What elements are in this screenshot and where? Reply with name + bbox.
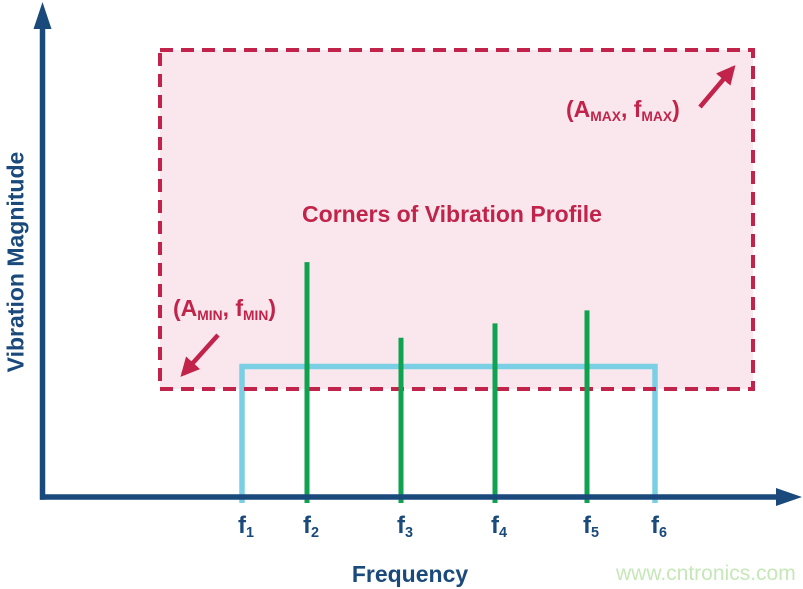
- tick-subscript-text: 6: [658, 525, 668, 542]
- min-corner-annotation: (AMIN, fMIN): [173, 297, 276, 323]
- tick-base-text: f: [237, 512, 246, 539]
- x-tick-label: f2: [302, 512, 320, 542]
- tick-subscript-text: 3: [404, 525, 414, 542]
- vibration-spikes-layer: [304, 262, 590, 503]
- annotation-text-part: , f: [222, 295, 244, 321]
- max-corner-annotation: (AMAX, fMAX): [566, 98, 680, 124]
- tick-base-text: f: [490, 512, 499, 539]
- tick-base-text: f: [650, 512, 659, 539]
- x-tick-label: f1: [237, 512, 255, 542]
- region-title: Corners of Vibration Profile: [302, 201, 602, 227]
- annotation-subscript: MAX: [590, 108, 621, 124]
- x-tick-label: f4: [490, 512, 508, 542]
- tick-subscript-text: 4: [498, 525, 508, 542]
- watermark: www.cntronics.com: [616, 562, 796, 585]
- tick-base-text: f: [396, 512, 405, 539]
- tick-subscript-text: 2: [310, 525, 320, 542]
- tick-base-text: f: [302, 512, 311, 539]
- x-tick-label: f5: [582, 512, 600, 542]
- min-corner-arrow: [180, 333, 220, 377]
- x-tick-label: f3: [396, 512, 414, 542]
- annotation-text-part: (A: [173, 295, 198, 321]
- x-axis-arrowhead: [776, 488, 802, 506]
- annotation-text-part: ): [672, 96, 680, 122]
- annotation-text-part: (A: [566, 96, 591, 122]
- vibration-floor-outline: [239, 363, 658, 503]
- annotation-text-part: ): [268, 295, 276, 321]
- tick-subscript-text: 5: [590, 525, 600, 542]
- vibration-region-dashed-border: [158, 48, 755, 391]
- annotation-subscript: MIN: [243, 307, 269, 323]
- y-axis-label: Vibration Magnitude: [2, 151, 29, 373]
- vibration-region-fill: [160, 50, 753, 389]
- annotation-subscript: MIN: [197, 307, 223, 323]
- annotation-subscript: MAX: [641, 108, 673, 124]
- annotation-text-part: , f: [620, 96, 642, 122]
- tick-base-text: f: [582, 512, 591, 539]
- x-tick-label: f6: [650, 512, 668, 542]
- max-corner-arrow: [698, 65, 736, 109]
- y-axis-arrowhead: [33, 2, 52, 29]
- tick-subscript-text: 1: [245, 525, 255, 542]
- x-axis-label: Frequency: [351, 561, 469, 587]
